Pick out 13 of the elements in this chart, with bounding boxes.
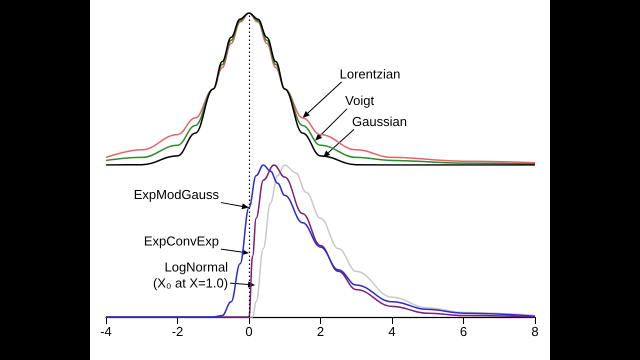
x-tick-label: -4 — [100, 324, 112, 339]
x-tick-label: 4 — [388, 324, 396, 339]
x-tick-label: 2 — [316, 324, 324, 339]
annotation: Voigt — [345, 93, 374, 108]
annotation: ExpConvExp — [144, 234, 219, 249]
annotation: LogNormal (X₀ at X=1.0) — [152, 260, 228, 291]
annotation: ExpModGauss — [134, 187, 220, 202]
x-tick-label: 8 — [531, 324, 539, 339]
annotation: Gaussian — [352, 114, 407, 129]
x-tick-label: 0 — [245, 324, 253, 339]
annotation: Lorentzian — [340, 66, 400, 82]
x-tick-label: 6 — [460, 324, 468, 339]
x-tick-label: -2 — [172, 324, 184, 339]
